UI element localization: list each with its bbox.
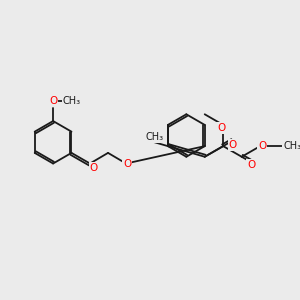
Text: O: O xyxy=(90,163,98,173)
Text: O: O xyxy=(49,96,57,106)
Text: O: O xyxy=(217,123,225,133)
Text: O: O xyxy=(123,160,131,170)
Text: CH₃: CH₃ xyxy=(62,96,81,106)
Text: CH₃: CH₃ xyxy=(146,132,164,142)
Text: CH₃: CH₃ xyxy=(283,141,300,151)
Text: O: O xyxy=(258,141,266,151)
Text: O: O xyxy=(247,160,256,170)
Text: O: O xyxy=(229,140,237,150)
